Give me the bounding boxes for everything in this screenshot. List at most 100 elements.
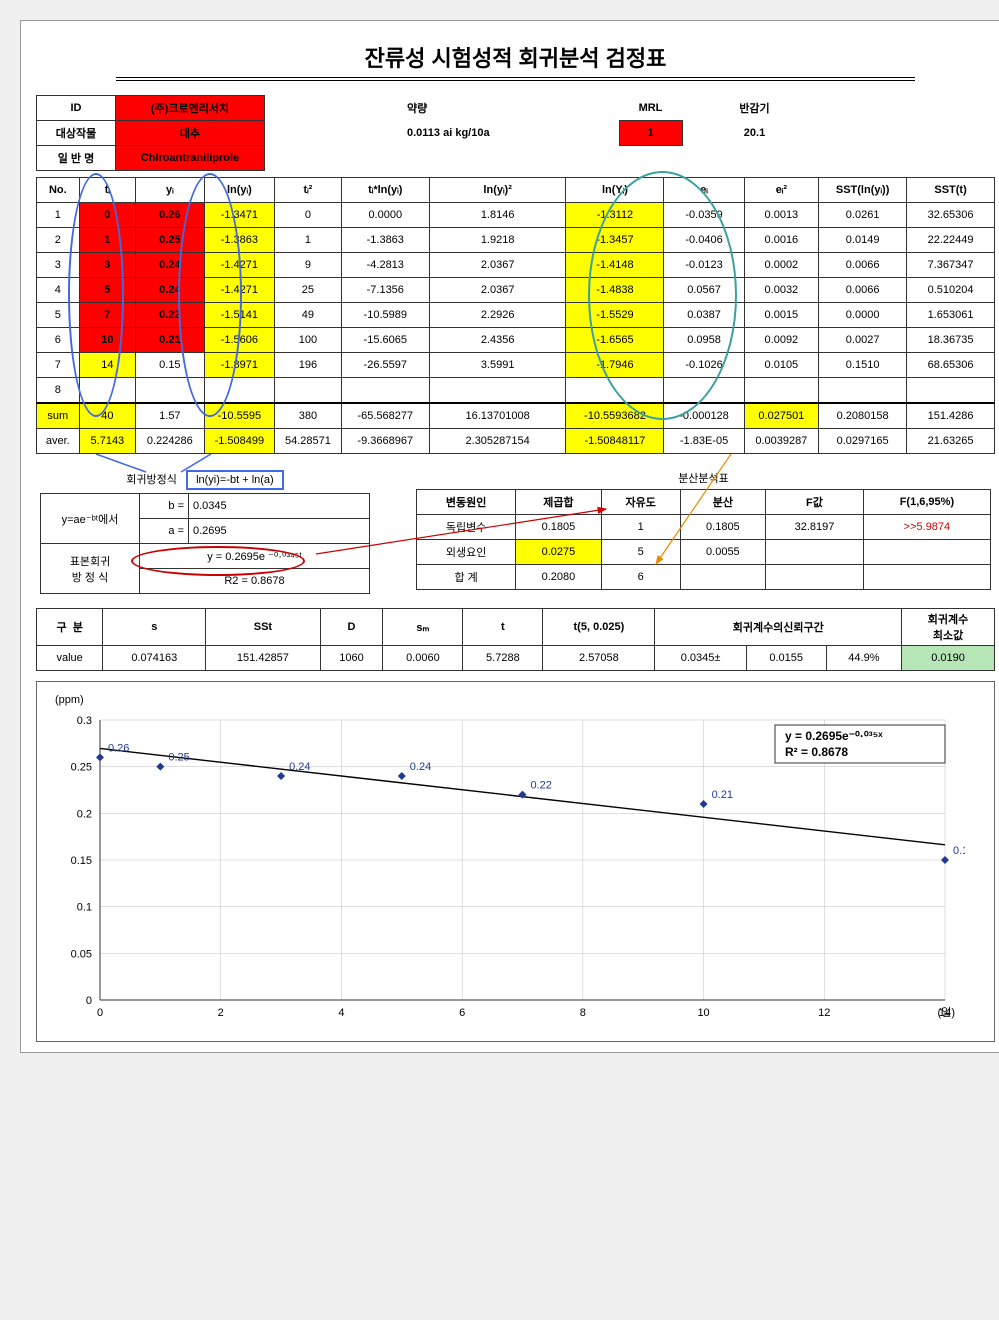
stats-col: s [103, 609, 206, 646]
cell: -1.3863 [341, 228, 429, 253]
cell: 0.0016 [744, 228, 818, 253]
col-header: tᵢ² [275, 178, 342, 203]
cell [863, 540, 990, 565]
cell: 18.36735 [907, 328, 995, 353]
svg-text:0.15: 0.15 [71, 855, 92, 867]
col-header: ln(yᵢ)² [429, 178, 566, 203]
data-row: 8 [37, 378, 995, 404]
cell: 49 [275, 303, 342, 328]
cell: 0.0039287 [744, 429, 818, 454]
cell: 0.0149 [819, 228, 907, 253]
cell: 3 [37, 253, 80, 278]
svg-text:0.05: 0.05 [71, 948, 92, 960]
cell: 10 [79, 328, 135, 353]
cell [863, 565, 990, 590]
cell: 6 [601, 565, 680, 590]
id-label: ID [37, 96, 116, 121]
cell: 0.0055 [680, 540, 766, 565]
cell: -4.2813 [341, 253, 429, 278]
cell: 2 [37, 228, 80, 253]
cell: 1.9218 [429, 228, 566, 253]
cell: 0.0190 [902, 646, 995, 671]
anova-row: 독립변수0.180510.180532.8197>>5.9874 [417, 515, 991, 540]
cell: 0.224286 [136, 429, 204, 454]
a-label: a = [140, 519, 189, 544]
svg-text:0.22: 0.22 [531, 780, 552, 792]
svg-text:0.24: 0.24 [410, 761, 431, 773]
cell: 0.0013 [744, 203, 818, 228]
col-header: yᵢ [136, 178, 204, 203]
cell: 0.1510 [819, 353, 907, 378]
cell: 14 [79, 353, 135, 378]
id-value: (주)크로엔리서치 [116, 96, 265, 121]
cell: 0.1805 [680, 515, 766, 540]
cell: 151.4286 [907, 403, 995, 429]
cell [275, 378, 342, 404]
header-table: ID (주)크로엔리서치 약량 MRL 반감기 대상작물 대추 0.0113 a… [36, 95, 789, 171]
anova-table: 변동원인제곱합자유도분산F값F(1,6,95%) 독립변수0.180510.18… [416, 489, 991, 590]
cell: 7.367347 [907, 253, 995, 278]
eq-label: 표본회귀 방 정 식 [41, 544, 140, 594]
reg-model: y=ae⁻ᵇᵗ에서 [41, 494, 140, 544]
cell: 2.305287154 [429, 429, 566, 454]
data-table: No.tᵢyᵢln(yᵢ)tᵢ²tᵢ*ln(yᵢ)ln(yᵢ)²ln(Yᵢ)eᵢ… [36, 177, 995, 454]
cell: 151.42857 [206, 646, 320, 671]
cell: 380 [275, 403, 342, 429]
svg-text:0: 0 [97, 1007, 103, 1019]
reg-title: 회귀방정식 [126, 474, 177, 486]
cell: 0.2080 [516, 565, 602, 590]
cell [664, 378, 744, 404]
cell: -1.5529 [566, 303, 664, 328]
svg-text:12: 12 [818, 1007, 830, 1019]
cell: -0.000128 [664, 403, 744, 429]
cell: 4 [37, 278, 80, 303]
svg-text:R² = 0.8678: R² = 0.8678 [785, 745, 848, 759]
cell: 0.0567 [664, 278, 744, 303]
cell: 8 [37, 378, 80, 404]
cell: 7 [79, 303, 135, 328]
col-header: eᵢ [664, 178, 744, 203]
col-header: SST(ln(yᵢ)) [819, 178, 907, 203]
svg-text:0.25: 0.25 [71, 762, 92, 774]
cell: aver. [37, 429, 80, 454]
cell: 독립변수 [417, 515, 516, 540]
mrl-value: 1 [619, 121, 682, 146]
cell: -65.568277 [341, 403, 429, 429]
cell: 0.0066 [819, 253, 907, 278]
cell: 5.7143 [79, 429, 135, 454]
mrl-label: MRL [619, 96, 682, 121]
svg-text:0.3: 0.3 [77, 715, 92, 727]
cell: 5.7288 [463, 646, 543, 671]
cell [766, 565, 864, 590]
cell: 16.13701008 [429, 403, 566, 429]
col-header: tᵢ [79, 178, 135, 203]
cell: -1.7946 [566, 353, 664, 378]
stats-col: 회귀계수의신뢰구간 [655, 609, 902, 646]
anova-col: F값 [766, 490, 864, 515]
svg-text:0: 0 [86, 995, 92, 1007]
cell: 0 [275, 203, 342, 228]
name-label: 일 반 명 [37, 146, 116, 171]
cell: 2.57058 [543, 646, 655, 671]
cell: 0.0092 [744, 328, 818, 353]
svg-text:8: 8 [580, 1007, 586, 1019]
cell: -1.3863 [204, 228, 275, 253]
dose-value: 0.0113 ai kg/10a [403, 121, 619, 146]
cell [341, 378, 429, 404]
cell: 9 [275, 253, 342, 278]
y-unit: (ppm) [55, 694, 986, 706]
cell: 1 [275, 228, 342, 253]
cell: -10.5989 [341, 303, 429, 328]
cell [429, 378, 566, 404]
data-row: 570.22-1.514149-10.59892.2926-1.55290.03… [37, 303, 995, 328]
svg-text:4: 4 [338, 1007, 344, 1019]
cell: 5 [601, 540, 680, 565]
cell: 1060 [320, 646, 383, 671]
cell: 0.0345± [655, 646, 746, 671]
half-value: 20.1 [721, 121, 789, 146]
svg-text:10: 10 [697, 1007, 709, 1019]
data-row: 210.25-1.38631-1.38631.9218-1.3457-0.040… [37, 228, 995, 253]
cell: 0.24 [136, 278, 204, 303]
cell: -0.0123 [664, 253, 744, 278]
anova-col: 제곱합 [516, 490, 602, 515]
